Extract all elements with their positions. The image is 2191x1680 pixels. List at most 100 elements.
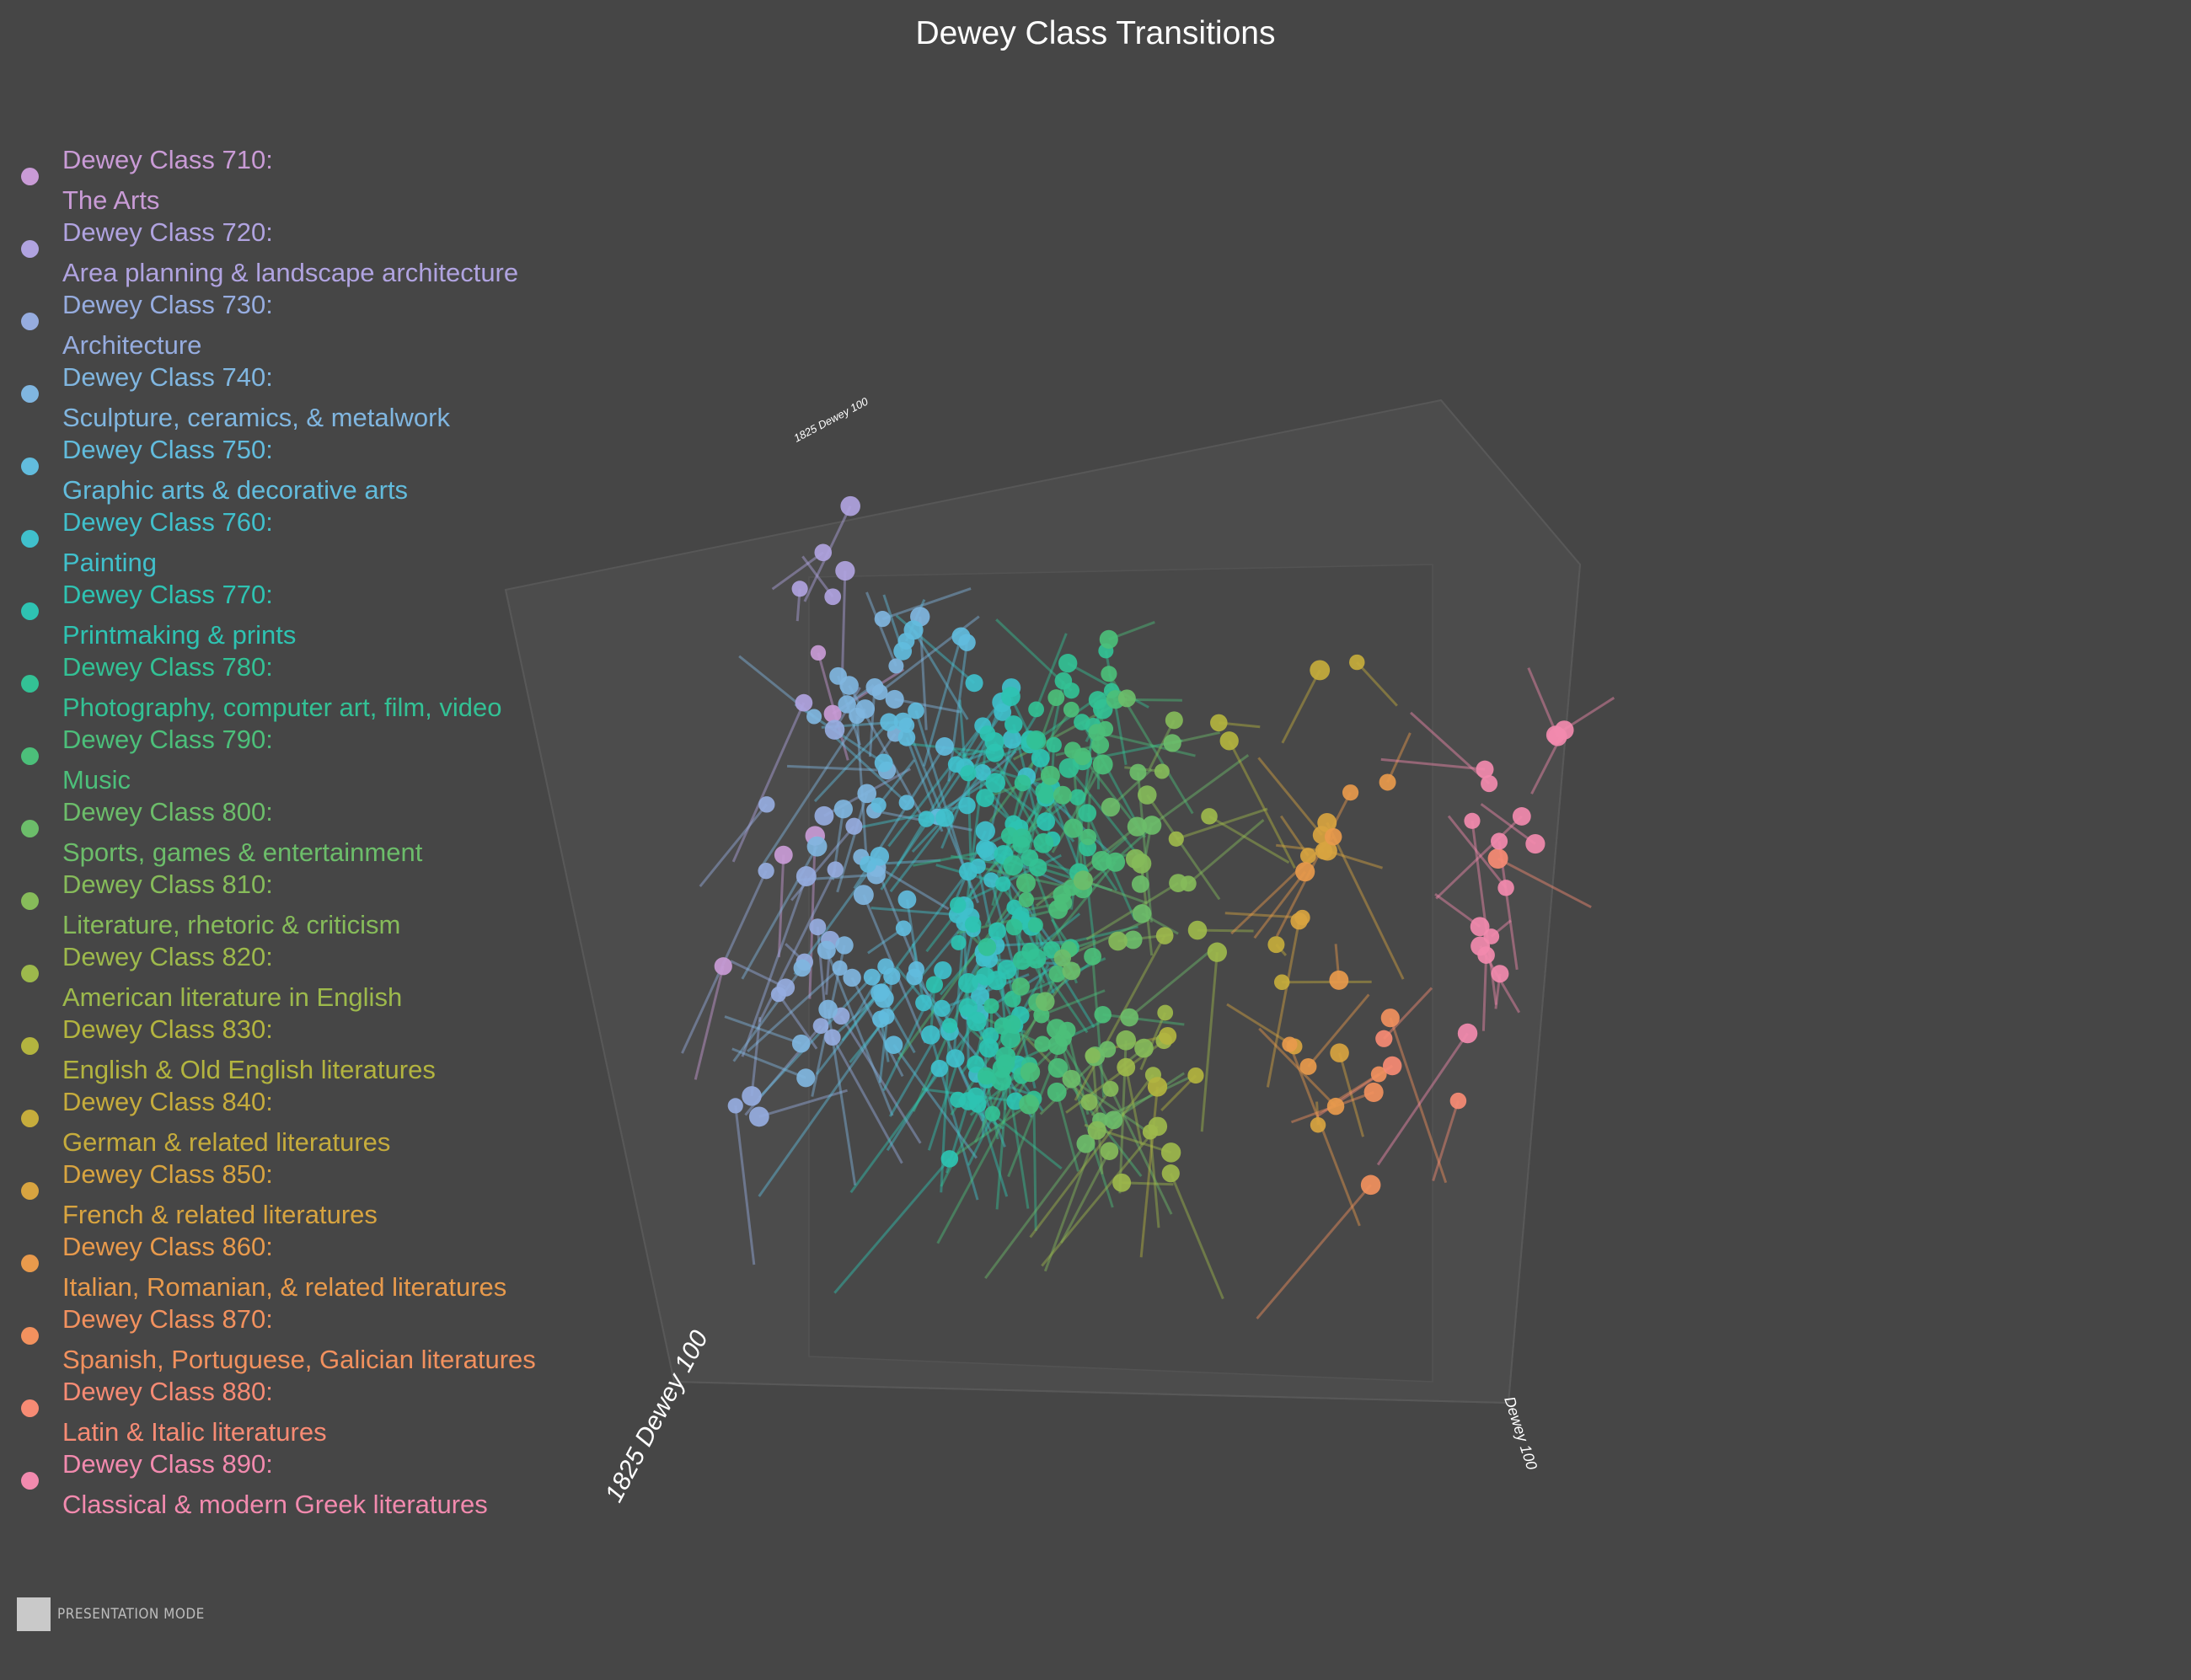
data-point[interactable] bbox=[1087, 1121, 1106, 1140]
data-point[interactable] bbox=[860, 855, 876, 873]
data-point[interactable] bbox=[1035, 992, 1055, 1012]
data-point[interactable] bbox=[974, 763, 991, 781]
data-point[interactable] bbox=[1002, 1014, 1021, 1034]
legend-item[interactable]: Dewey Class 740: Sculpture, ceramics, & m… bbox=[0, 356, 607, 432]
data-point[interactable] bbox=[1154, 763, 1170, 779]
data-point[interactable] bbox=[1053, 885, 1072, 904]
data-point[interactable] bbox=[940, 1150, 959, 1168]
data-point[interactable] bbox=[1476, 760, 1494, 778]
data-point[interactable] bbox=[1117, 1057, 1136, 1077]
data-point[interactable] bbox=[1094, 1005, 1112, 1024]
data-point[interactable] bbox=[827, 861, 844, 878]
data-point[interactable] bbox=[1127, 816, 1148, 837]
data-point[interactable] bbox=[824, 1029, 841, 1046]
data-point[interactable] bbox=[1053, 949, 1071, 967]
data-point[interactable] bbox=[1295, 862, 1315, 882]
legend-item[interactable]: Dewey Class 730: Architecture bbox=[0, 283, 607, 360]
data-point[interactable] bbox=[809, 918, 827, 936]
legend-item[interactable]: Dewey Class 710: The Arts bbox=[0, 138, 607, 215]
data-point[interactable] bbox=[1004, 990, 1021, 1008]
data-point[interactable] bbox=[1003, 855, 1024, 876]
data-point[interactable] bbox=[1299, 848, 1316, 864]
data-point[interactable] bbox=[967, 1055, 985, 1073]
data-point[interactable] bbox=[1002, 730, 1022, 749]
data-point[interactable] bbox=[1273, 974, 1290, 991]
data-point[interactable] bbox=[1112, 1173, 1132, 1192]
data-point[interactable] bbox=[1047, 1035, 1068, 1055]
data-point[interactable] bbox=[1063, 818, 1084, 838]
data-point[interactable] bbox=[1131, 875, 1149, 893]
data-point[interactable] bbox=[1525, 833, 1545, 854]
data-point[interactable] bbox=[806, 836, 828, 857]
data-point[interactable] bbox=[824, 588, 842, 606]
data-point[interactable] bbox=[1074, 747, 1091, 766]
data-point[interactable] bbox=[1497, 880, 1514, 896]
data-point[interactable] bbox=[976, 789, 994, 807]
data-point[interactable] bbox=[950, 896, 967, 913]
data-point[interactable] bbox=[1048, 965, 1066, 982]
data-point[interactable] bbox=[1004, 715, 1023, 734]
data-point[interactable] bbox=[997, 960, 1017, 980]
data-point[interactable] bbox=[1088, 691, 1107, 709]
legend-item[interactable]: Dewey Class 830: English & Old English li… bbox=[0, 1008, 607, 1084]
data-point[interactable] bbox=[874, 610, 891, 628]
data-point[interactable] bbox=[1160, 1142, 1181, 1163]
data-point[interactable] bbox=[1382, 1056, 1402, 1076]
data-point[interactable] bbox=[1073, 870, 1093, 891]
data-point[interactable] bbox=[840, 495, 860, 516]
data-point[interactable] bbox=[1457, 1023, 1478, 1044]
data-point[interactable] bbox=[983, 998, 999, 1014]
presentation-mode-toggle[interactable]: PRESENTATION MODE bbox=[17, 1597, 205, 1631]
data-point[interactable] bbox=[1165, 711, 1183, 730]
data-point[interactable] bbox=[843, 968, 861, 987]
data-point[interactable] bbox=[714, 957, 732, 976]
legend-item[interactable]: Dewey Class 860: Italian, Romanian, & rel… bbox=[0, 1225, 607, 1302]
data-point[interactable] bbox=[1299, 1057, 1317, 1075]
data-point[interactable] bbox=[1147, 1077, 1168, 1097]
data-point[interactable] bbox=[1033, 832, 1054, 853]
data-point[interactable] bbox=[1464, 812, 1481, 829]
data-point[interactable] bbox=[1481, 775, 1498, 793]
data-point[interactable] bbox=[1134, 1038, 1154, 1058]
data-point[interactable] bbox=[1102, 1080, 1119, 1097]
legend-item[interactable]: Dewey Class 800: Sports, games & entertai… bbox=[0, 790, 607, 867]
data-point[interactable] bbox=[1108, 931, 1128, 951]
data-point[interactable] bbox=[758, 863, 774, 880]
data-point[interactable] bbox=[796, 866, 817, 887]
data-point[interactable] bbox=[915, 994, 932, 1012]
data-point[interactable] bbox=[1034, 1035, 1051, 1052]
data-point[interactable] bbox=[796, 1068, 816, 1088]
data-point[interactable] bbox=[888, 658, 904, 674]
data-point[interactable] bbox=[1132, 904, 1152, 923]
data-point[interactable] bbox=[1512, 806, 1531, 826]
data-point[interactable] bbox=[1117, 689, 1136, 708]
data-point[interactable] bbox=[795, 693, 813, 712]
data-point[interactable] bbox=[1370, 1066, 1387, 1083]
data-point[interactable] bbox=[1363, 1082, 1384, 1102]
data-point[interactable] bbox=[1106, 852, 1126, 872]
data-point[interactable] bbox=[1037, 812, 1056, 832]
data-point[interactable] bbox=[1375, 1030, 1393, 1047]
data-point[interactable] bbox=[1062, 961, 1081, 981]
data-point[interactable] bbox=[1048, 899, 1069, 919]
data-point[interactable] bbox=[1012, 950, 1032, 971]
data-point[interactable] bbox=[1021, 849, 1039, 867]
data-point[interactable] bbox=[1074, 714, 1090, 730]
data-point[interactable] bbox=[1069, 789, 1086, 805]
legend-item[interactable]: Dewey Class 840: German & related literat… bbox=[0, 1080, 607, 1157]
data-point[interactable] bbox=[871, 684, 888, 700]
data-point[interactable] bbox=[933, 999, 951, 1017]
data-point[interactable] bbox=[1187, 920, 1208, 940]
legend-item[interactable]: Dewey Class 750: Graphic arts & decorativ… bbox=[0, 428, 607, 505]
data-point[interactable] bbox=[950, 1091, 967, 1108]
data-point[interactable] bbox=[1099, 629, 1118, 649]
data-point[interactable] bbox=[1028, 701, 1044, 718]
data-point[interactable] bbox=[1168, 831, 1184, 847]
data-point[interactable] bbox=[863, 968, 881, 986]
data-point[interactable] bbox=[1037, 787, 1055, 805]
data-point[interactable] bbox=[1491, 965, 1509, 983]
data-point[interactable] bbox=[941, 1018, 958, 1034]
data-point[interactable] bbox=[880, 713, 898, 731]
data-point[interactable] bbox=[1104, 1110, 1123, 1130]
data-point[interactable] bbox=[1031, 748, 1050, 768]
